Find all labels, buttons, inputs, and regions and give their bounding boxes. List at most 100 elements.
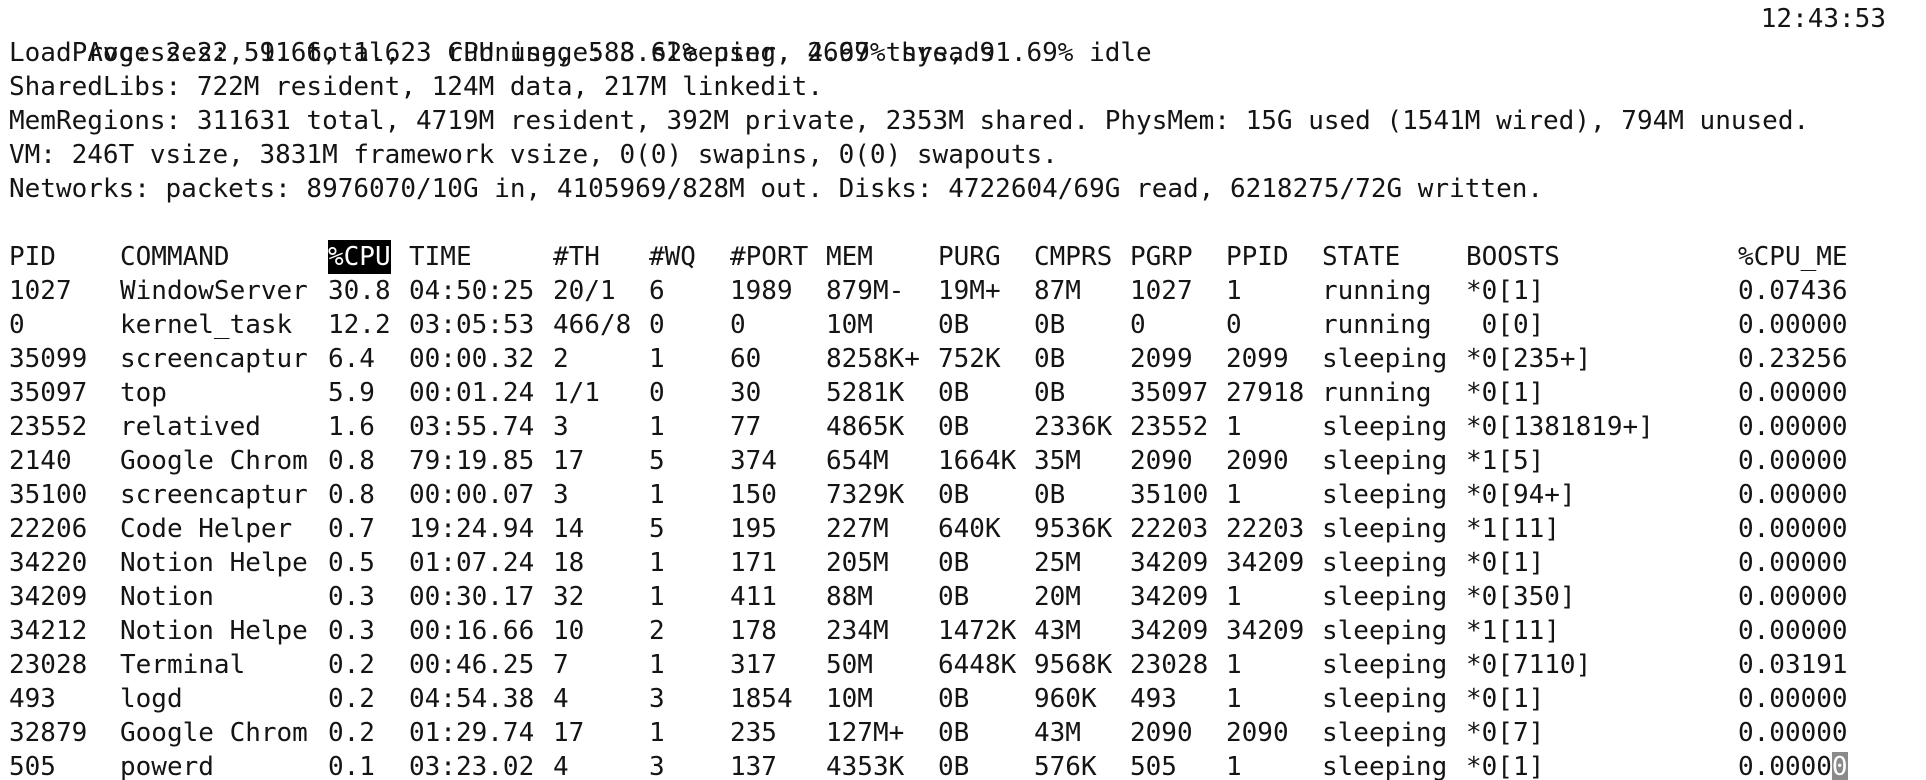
cell-ports: 137	[730, 752, 777, 780]
cell-threads: 7	[553, 650, 569, 680]
process-table: 1027 WindowServer 30.8 04:50:25 20/1 6 1…	[9, 274, 1926, 780]
cell-pgrp: 2099	[1130, 344, 1193, 374]
cell-cmprs: 0B	[1034, 480, 1066, 510]
cell-ppid: 1	[1226, 650, 1242, 680]
table-row: 505 powerd 0.1 03:23.02 4 3 137 4353K 0B…	[9, 750, 1926, 780]
header-cpu-me: %CPU_ME	[1738, 242, 1848, 272]
cell-ppid: 22203	[1226, 514, 1305, 544]
table-row: 34209 Notion 0.3 00:30.17 32 1 411 88M 0…	[9, 580, 1926, 614]
cell-cmprs: 9568K	[1034, 650, 1113, 680]
summary-networks: Networks: packets: 8976070/10G in, 41059…	[9, 174, 1544, 204]
cell-workqueue: 1	[649, 582, 665, 612]
cell-threads: 17	[553, 718, 585, 748]
cell-ports: 150	[730, 480, 777, 510]
summary-memregions: MemRegions: 311631 total, 4719M resident…	[9, 106, 1810, 136]
cell-workqueue: 0	[649, 310, 665, 340]
cell-threads: 17	[553, 446, 585, 476]
cell-pgrp: 23552	[1130, 412, 1209, 442]
cell-purg: 19M+	[938, 276, 1001, 306]
cell-threads: 4	[553, 684, 569, 714]
cell-ports: 374	[730, 446, 777, 476]
cell-boosts: *1[11]	[1466, 616, 1560, 646]
processes-summary-text: Processes: 591 total, 3 running, 588 sle…	[71, 38, 996, 68]
cell-cmprs: 43M	[1034, 616, 1081, 646]
cell-workqueue: 0	[649, 378, 665, 408]
cell-pgrp: 1027	[1130, 276, 1193, 306]
cell-ppid: 2090	[1226, 446, 1289, 476]
cell-ppid: 34209	[1226, 548, 1305, 578]
cell-ppid: 1	[1226, 480, 1242, 510]
cell-mem: 10M	[826, 684, 873, 714]
cell-command: top	[120, 378, 167, 408]
header-workqueue: #WQ	[649, 242, 696, 272]
cell-mem: 879M-	[826, 276, 905, 306]
cell-command: WindowServer	[120, 276, 308, 306]
cell-cmprs: 960K	[1034, 684, 1097, 714]
cell-cpu-me: 0.03191	[1738, 650, 1848, 680]
cell-threads: 466/8	[553, 310, 632, 340]
cell-mem: 205M	[826, 548, 889, 578]
cell-threads: 1/1	[553, 378, 600, 408]
cell-workqueue: 5	[649, 446, 665, 476]
cell-mem: 654M	[826, 446, 889, 476]
cell-cpu: 30.8	[328, 276, 391, 306]
summary-vm: VM: 246T vsize, 3831M framework vsize, 0…	[9, 140, 1058, 170]
cell-state: sleeping	[1322, 344, 1448, 374]
cell-mem: 4865K	[826, 412, 905, 442]
cell-ppid: 27918	[1226, 378, 1305, 408]
cell-workqueue: 6	[649, 276, 665, 306]
cell-ports: 1989	[730, 276, 793, 306]
cell-time: 79:19.85	[409, 446, 535, 476]
cell-cpu: 1.6	[328, 412, 375, 442]
cell-workqueue: 2	[649, 616, 665, 646]
header-cpu-sorted: %CPU	[328, 240, 391, 274]
cell-boosts: *0[94+]	[1466, 480, 1576, 510]
cell-cpu-me: 0.00000	[1738, 446, 1848, 476]
cell-cpu: 0.2	[328, 650, 375, 680]
cell-boosts: *0[1381819+]	[1466, 412, 1654, 442]
cell-ports: 77	[730, 412, 762, 442]
cell-boosts: *1[11]	[1466, 514, 1560, 544]
cell-pgrp: 22203	[1130, 514, 1209, 544]
table-header: PID COMMAND %CPU TIME #TH #WQ #PORT MEM …	[9, 240, 1926, 274]
cell-purg: 0B	[938, 718, 970, 748]
cell-command: Google Chrom	[120, 446, 308, 476]
cell-time: 00:30.17	[409, 582, 535, 612]
cell-purg: 0B	[938, 548, 970, 578]
table-row: 35097 top 5.9 00:01.24 1/1 0 30 5281K 0B…	[9, 376, 1926, 410]
cell-ppid: 2090	[1226, 718, 1289, 748]
table-row: 23552 relatived 1.6 03:55.74 3 1 77 4865…	[9, 410, 1926, 444]
cell-ppid: 1	[1226, 412, 1242, 442]
cell-time: 03:55.74	[409, 412, 535, 442]
clock: 12:43:53	[1760, 4, 1886, 34]
cell-threads: 10	[553, 616, 585, 646]
cell-cpu: 0.1	[328, 752, 375, 780]
cell-state: sleeping	[1322, 752, 1448, 780]
cell-threads: 32	[553, 582, 585, 612]
table-row: 493 logd 0.2 04:54.38 4 3 1854 10M 0B 96…	[9, 682, 1926, 716]
table-row: 35100 screencaptur 0.8 00:00.07 3 1 150 …	[9, 478, 1926, 512]
cell-purg: 6448K	[938, 650, 1017, 680]
cell-workqueue: 1	[649, 480, 665, 510]
cell-cpu: 12.2	[328, 310, 391, 340]
cell-pid: 0	[9, 310, 25, 340]
cell-command: kernel_task	[120, 310, 293, 340]
cell-mem: 5281K	[826, 378, 905, 408]
cell-state: sleeping	[1322, 582, 1448, 612]
cell-pgrp: 35097	[1130, 378, 1209, 408]
cell-mem: 7329K	[826, 480, 905, 510]
cell-mem: 227M	[826, 514, 889, 544]
cell-command: Notion Helpe	[120, 548, 308, 578]
cell-cpu: 0.8	[328, 446, 375, 476]
cell-cpu-me-text: 0.0000	[1738, 752, 1832, 780]
cell-workqueue: 1	[649, 718, 665, 748]
cell-ports: 171	[730, 548, 777, 578]
cell-mem: 88M	[826, 582, 873, 612]
summary-sharedlibs: SharedLibs: 722M resident, 124M data, 21…	[9, 72, 823, 102]
cell-boosts: *0[1]	[1466, 752, 1545, 780]
cell-time: 00:00.07	[409, 480, 535, 510]
cell-cpu: 0.3	[328, 616, 375, 646]
cell-purg: 752K	[938, 344, 1001, 374]
cell-mem: 234M	[826, 616, 889, 646]
